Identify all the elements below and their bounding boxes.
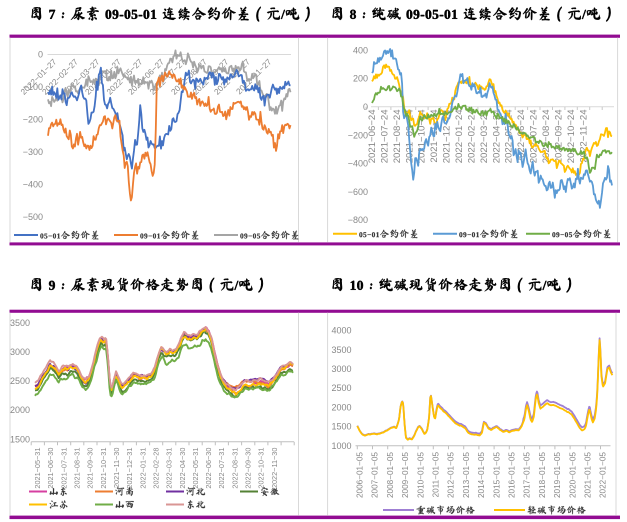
svg-text:2022−01−24: 2022−01−24 bbox=[454, 109, 465, 164]
svg-text:3500: 3500 bbox=[10, 318, 30, 328]
svg-text:0: 0 bbox=[363, 102, 368, 112]
svg-text:2016−01−05: 2016−01−05 bbox=[508, 452, 517, 498]
svg-text:2000: 2000 bbox=[331, 402, 351, 412]
svg-text:2022−10−24: 2022−10−24 bbox=[566, 109, 577, 164]
svg-text:2021−12−31: 2021−12−31 bbox=[125, 448, 134, 489]
svg-text:2013−01−05: 2013−01−05 bbox=[462, 452, 471, 498]
svg-text:2017−01−05: 2017−01−05 bbox=[523, 452, 532, 498]
svg-text:2022−07−31: 2022−07−31 bbox=[217, 448, 226, 489]
svg-text:2022−10−31: 2022−10−31 bbox=[257, 448, 266, 489]
svg-text:2022−03−31: 2022−03−31 bbox=[165, 448, 174, 489]
svg-text:2021−07−31: 2021−07−31 bbox=[59, 448, 68, 489]
svg-text:−400: −400 bbox=[348, 159, 368, 169]
svg-text:3500: 3500 bbox=[331, 345, 351, 355]
svg-text:−500: −500 bbox=[23, 212, 43, 222]
svg-text:2022−05−31: 2022−05−31 bbox=[191, 448, 200, 489]
svg-text:−200: −200 bbox=[23, 115, 43, 125]
svg-text:2021−06−24: 2021−06−24 bbox=[367, 109, 378, 164]
svg-text:2022−08−24: 2022−08−24 bbox=[541, 109, 552, 164]
svg-text:3000: 3000 bbox=[10, 347, 30, 357]
svg-text:2022−09−30: 2022−09−30 bbox=[244, 448, 253, 489]
svg-text:2021−06−30: 2021−06−30 bbox=[46, 448, 55, 489]
svg-text:2021−09−30: 2021−09−30 bbox=[86, 448, 95, 489]
svg-text:−800: −800 bbox=[348, 215, 368, 225]
svg-text:2022−11−30: 2022−11−30 bbox=[270, 448, 279, 488]
svg-text:2022−02−24: 2022−02−24 bbox=[466, 109, 477, 164]
svg-text:2018−01−05: 2018−01−05 bbox=[538, 452, 547, 498]
svg-text:1500: 1500 bbox=[10, 434, 30, 444]
svg-text:400: 400 bbox=[353, 45, 368, 55]
svg-text:200: 200 bbox=[353, 74, 368, 84]
svg-text:2021−11−30: 2021−11−30 bbox=[112, 448, 121, 488]
svg-text:2022−09−24: 2022−09−24 bbox=[553, 109, 564, 164]
svg-text:2500: 2500 bbox=[10, 376, 30, 386]
svg-text:−400: −400 bbox=[23, 180, 43, 190]
svg-text:2021−10−31: 2021−10−31 bbox=[99, 448, 108, 489]
svg-text:2022−04−24: 2022−04−24 bbox=[491, 109, 502, 164]
svg-text:2022−06−30: 2022−06−30 bbox=[204, 448, 213, 489]
svg-text:2011−01−05: 2011−01−05 bbox=[432, 452, 441, 498]
svg-text:2022−01−31: 2022−01−31 bbox=[138, 448, 147, 489]
svg-text:−200: −200 bbox=[348, 130, 368, 140]
svg-text:−300: −300 bbox=[23, 147, 43, 157]
svg-text:2010−01−05: 2010−01−05 bbox=[416, 452, 425, 498]
svg-text:2015−01−05: 2015−01−05 bbox=[492, 452, 501, 498]
svg-text:−100: −100 bbox=[23, 82, 43, 92]
svg-text:2022−02−28: 2022−02−28 bbox=[152, 448, 161, 489]
svg-text:2009−01−05: 2009−01−05 bbox=[401, 452, 410, 498]
svg-text:1500: 1500 bbox=[331, 422, 351, 432]
svg-text:4000: 4000 bbox=[331, 326, 351, 336]
svg-text:1000: 1000 bbox=[331, 441, 351, 451]
svg-text:2007−01−05: 2007−01−05 bbox=[371, 452, 380, 498]
svg-text:2021−05−31: 2021−05−31 bbox=[33, 448, 42, 489]
svg-text:3000: 3000 bbox=[331, 364, 351, 374]
svg-text:2022−03−24: 2022−03−24 bbox=[479, 109, 490, 164]
svg-text:2000: 2000 bbox=[10, 405, 30, 415]
svg-text:2020−01−05: 2020−01−05 bbox=[568, 452, 577, 498]
svg-text:2021−01−05: 2021−01−05 bbox=[584, 452, 593, 498]
svg-text:2022−08−31: 2022−08−31 bbox=[230, 448, 239, 489]
svg-text:2012−01−05: 2012−01−05 bbox=[447, 452, 456, 498]
svg-text:2014−01−05: 2014−01−05 bbox=[477, 452, 486, 498]
svg-text:−600: −600 bbox=[348, 187, 368, 197]
svg-text:2021−12−24: 2021−12−24 bbox=[442, 109, 453, 164]
svg-text:2500: 2500 bbox=[331, 383, 351, 393]
svg-text:2021−08−24: 2021−08−24 bbox=[392, 109, 403, 164]
svg-text:2019−01−05: 2019−01−05 bbox=[553, 452, 562, 498]
svg-text:2006−01−05: 2006−01−05 bbox=[356, 452, 365, 498]
svg-text:2022−11−24: 2022−11−24 bbox=[578, 109, 589, 163]
svg-text:2021−07−24: 2021−07−24 bbox=[379, 109, 390, 164]
svg-text:2022−04−30: 2022−04−30 bbox=[178, 448, 187, 489]
svg-text:2021−10−24: 2021−10−24 bbox=[417, 109, 428, 164]
svg-text:2022−01−05: 2022−01−05 bbox=[599, 452, 608, 498]
svg-text:2008−01−05: 2008−01−05 bbox=[386, 452, 395, 498]
svg-text:0: 0 bbox=[38, 50, 43, 60]
svg-text:2021−08−31: 2021−08−31 bbox=[73, 448, 82, 489]
